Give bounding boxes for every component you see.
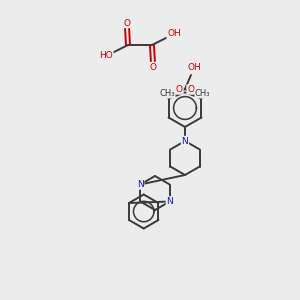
Text: O: O [149,62,157,71]
Text: CH₃: CH₃ [195,89,210,98]
Text: O: O [176,85,183,94]
Text: OH: OH [167,29,181,38]
Text: O: O [187,85,194,94]
Text: CH₃: CH₃ [160,89,175,98]
Text: N: N [137,180,144,189]
Text: O: O [124,19,130,28]
Text: HO: HO [99,52,113,61]
Text: N: N [166,197,173,206]
Text: N: N [182,136,188,146]
Text: OH: OH [187,64,201,73]
